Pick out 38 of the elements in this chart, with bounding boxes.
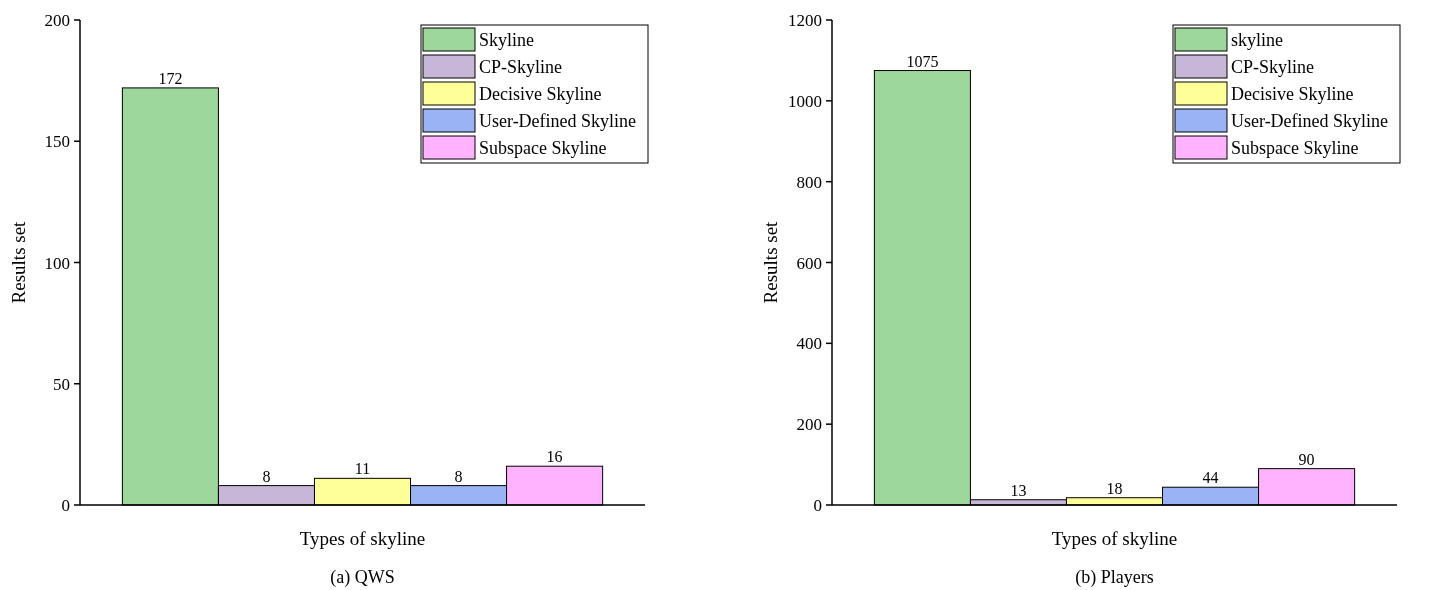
x-axis-title: Types of skyline: [299, 528, 426, 549]
y-axis-title: Results set: [8, 220, 29, 304]
data-label: 44: [1202, 469, 1219, 487]
data-label: 172: [158, 69, 183, 87]
legend-label: Decisive Skyline: [479, 84, 602, 104]
x-axis-title: Types of skyline: [1051, 528, 1178, 549]
y-tick-label: 600: [796, 253, 822, 273]
legend-label: Subspace Skyline: [479, 138, 607, 158]
y-tick-label: 1000: [788, 91, 822, 111]
y-tick-label: 200: [796, 415, 822, 435]
legend-label: CP-Skyline: [1231, 57, 1315, 77]
legend-label: Decisive Skyline: [1231, 84, 1354, 104]
data-label: 90: [1298, 450, 1315, 468]
legend-label: User-Defined Skyline: [479, 111, 637, 131]
text: (b) Players: [1075, 567, 1154, 588]
legend-label: Skyline: [479, 30, 535, 50]
y-tick-label: 800: [796, 172, 822, 192]
y-tick-label: 0: [813, 496, 822, 515]
data-label: 11: [354, 460, 371, 478]
legend-label: User-Defined Skyline: [1231, 111, 1389, 131]
legend-label: Subspace Skyline: [1231, 138, 1359, 158]
data-label: 18: [1106, 479, 1123, 497]
data-label: 13: [1010, 481, 1027, 499]
y-axis-title: Results set: [760, 220, 781, 304]
y-tick-label: 100: [44, 253, 70, 273]
data-label: 8: [454, 467, 463, 485]
y-tick-label: 200: [44, 11, 70, 30]
data-label: 8: [262, 467, 271, 485]
legend-label: CP-Skyline: [479, 57, 563, 77]
y-tick-label: 400: [796, 334, 822, 354]
y-tick-label: 0: [61, 496, 70, 515]
y-tick-label: 50: [53, 374, 70, 394]
y-tick-label: 150: [44, 132, 70, 152]
legend-label: skyline: [1231, 30, 1284, 50]
data-label: 16: [546, 448, 563, 466]
data-label: 1075: [906, 52, 939, 70]
y-tick-label: 1200: [788, 11, 822, 30]
text: (a) QWS: [330, 567, 395, 588]
